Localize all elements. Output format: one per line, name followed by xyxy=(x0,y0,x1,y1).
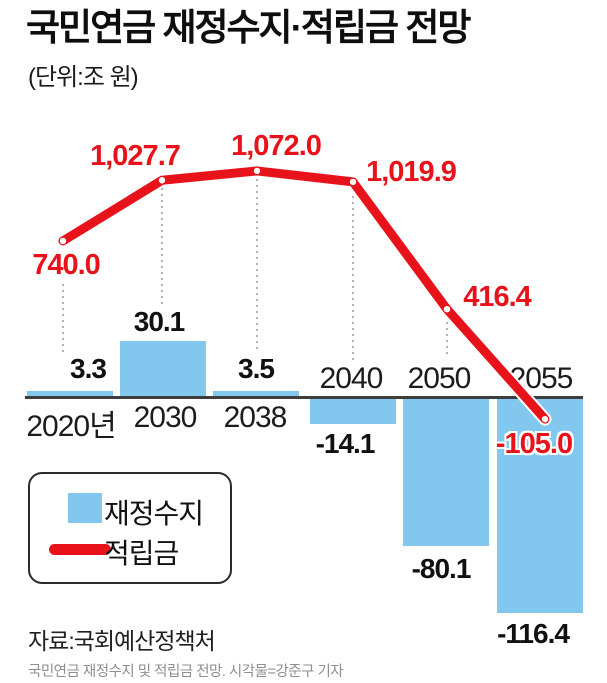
bar-2040 xyxy=(310,398,396,425)
legend-line-swatch xyxy=(49,544,111,555)
bar-2055 xyxy=(497,398,583,614)
bar-value-label: 3.5 xyxy=(238,353,275,384)
bar-2050 xyxy=(403,398,489,547)
bar-2030 xyxy=(120,341,206,397)
legend-label-fiscal-balance: 재정수지 xyxy=(104,498,204,529)
unit-label: (단위:조 원) xyxy=(28,64,139,91)
x-axis-label-2038: 2038 xyxy=(223,401,288,434)
line-value-label: 740.0 xyxy=(32,249,101,281)
x-axis-label-2020년: 2020년 xyxy=(26,410,116,443)
bar-value-label: -80.1 xyxy=(411,553,472,584)
x-axis-label-2040: 2040 xyxy=(319,362,384,395)
line-value-label: 1,072.0 xyxy=(231,130,322,162)
line-value-label: 1,027.7 xyxy=(90,140,181,172)
photo-caption: 국민연금 재정수지 및 적립금 전망. 시각물=강준구 기자 xyxy=(28,664,344,680)
line-value-label: 1,019.9 xyxy=(366,156,457,188)
legend: 재정수지 적립금 xyxy=(28,472,232,584)
line-point-2040 xyxy=(349,178,357,186)
line-value-label: -105.0 xyxy=(495,428,573,460)
line-point-2038 xyxy=(253,167,261,175)
bar-value-label: -14.1 xyxy=(315,428,376,459)
line-point-2030 xyxy=(158,177,166,184)
x-axis-line xyxy=(25,396,583,399)
x-axis-label-2055: 2055 xyxy=(509,362,574,395)
legend-bar-swatch xyxy=(68,493,102,523)
line-point-2050 xyxy=(443,305,451,313)
bar-value-label: 3.3 xyxy=(70,353,107,384)
line-value-label: 416.4 xyxy=(463,281,532,313)
x-axis-label-2030: 2030 xyxy=(133,401,198,434)
bar-value-label: 30.1 xyxy=(133,306,185,337)
page-title: 국민연금 재정수지·적립금 전망 xyxy=(26,7,471,48)
legend-label-reserve-fund: 적립금 xyxy=(104,538,179,569)
line-point-2020년 xyxy=(59,237,67,245)
x-axis-label-2050: 2050 xyxy=(407,362,472,395)
source-credit: 자료:국회예산정책처 xyxy=(28,628,216,654)
bar-value-label: -116.4 xyxy=(497,618,570,649)
